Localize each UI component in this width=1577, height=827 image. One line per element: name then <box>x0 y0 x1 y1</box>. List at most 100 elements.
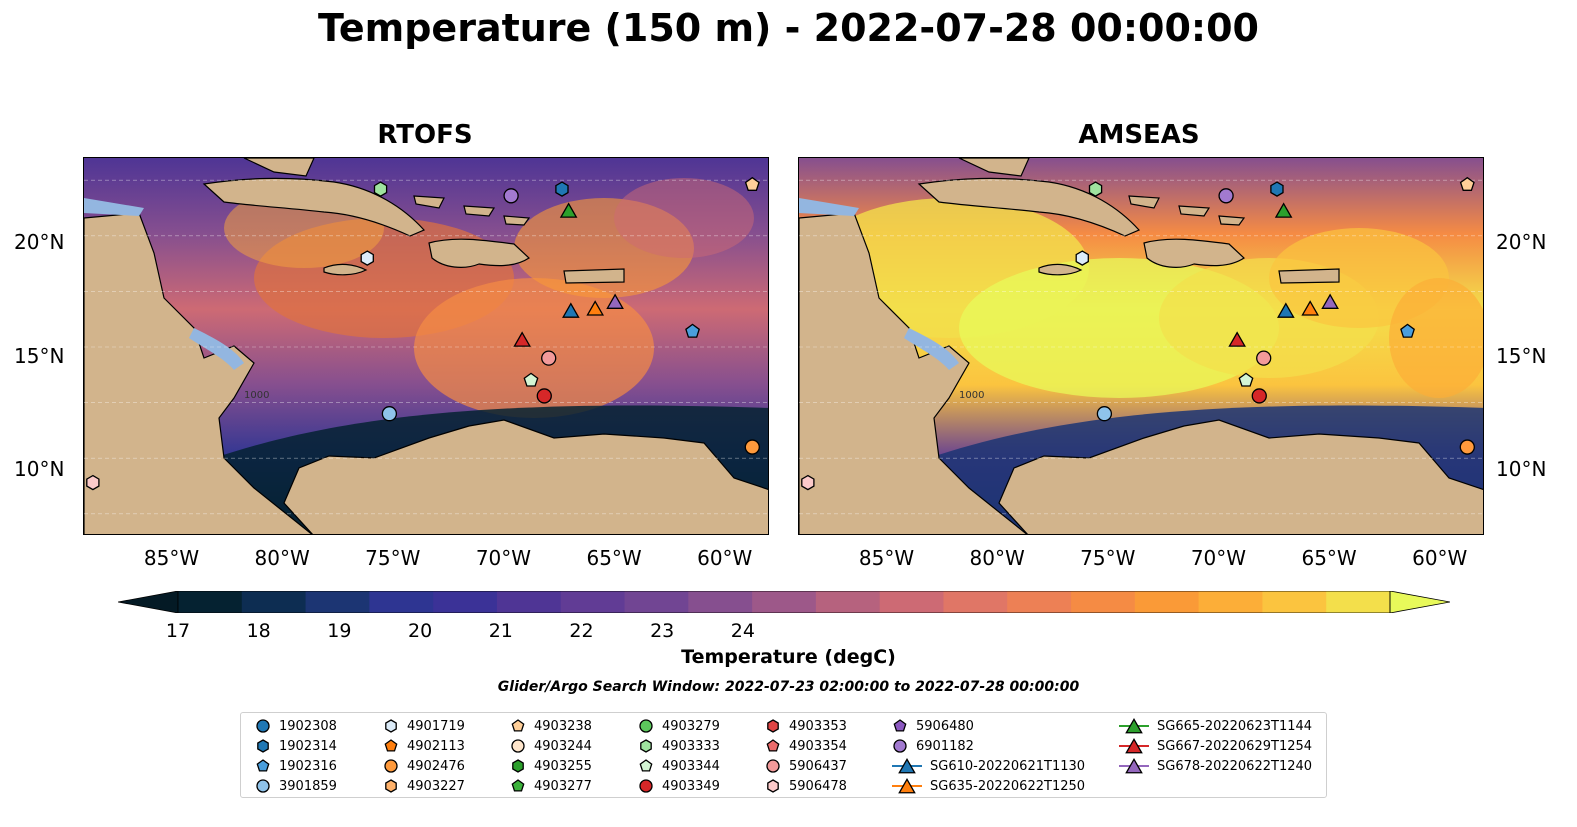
colorbar-segment <box>1262 591 1327 613</box>
feature-1902314-marker <box>1270 181 1284 197</box>
figure-title: Temperature (150 m) - 2022-07-28 00:00:0… <box>317 6 1259 50</box>
legend-label: 4903353 <box>789 718 847 734</box>
colorbar-segment <box>369 591 434 613</box>
lon-tick-rtofs-5: 60°W <box>697 546 753 570</box>
legend-marker-icon <box>639 719 653 733</box>
legend-marker-icon <box>639 779 653 793</box>
legend-marker-icon <box>892 777 922 794</box>
legend-marker-icon <box>640 739 652 753</box>
feature-1902316-marker <box>685 323 700 338</box>
legend-marker-icon <box>892 757 922 774</box>
legend-label: 4903244 <box>534 738 592 754</box>
lon-tick-amseas-2: 75°W <box>1080 546 1136 570</box>
legend-item-4902113: 4902113 <box>383 736 465 756</box>
legend-label: 4903238 <box>534 718 592 734</box>
colorbar-tick-22: 22 <box>569 620 594 642</box>
legend-label: 4903255 <box>534 758 592 774</box>
lat-tick-right-10: 10°N <box>1496 457 1547 481</box>
legend-label: 5906437 <box>789 758 847 774</box>
feature-4903333-marker <box>373 181 388 197</box>
colorbar-tick-24: 24 <box>730 620 755 642</box>
amseas-map[interactable]: 1000 <box>798 157 1484 535</box>
colorbar-segment <box>943 591 1008 613</box>
feature-4903238-marker <box>744 176 760 191</box>
legend-item-4903353: 4903353 <box>765 716 847 736</box>
feature-5906478-marker <box>86 474 100 491</box>
colorbar-segment <box>879 591 944 613</box>
legend-item-SG665-20220623T1144: SG665-20220623T1144 <box>1119 716 1312 736</box>
legend-label: SG665-20220623T1144 <box>1157 718 1313 734</box>
legend-item-4903344: 4903344 <box>638 756 720 776</box>
feature-4902476-marker <box>1459 439 1475 455</box>
feature-SG667-20220629T1254-marker <box>513 331 531 347</box>
colorbar-tick-18: 18 <box>246 620 271 642</box>
lat-tick-left-15: 15°N <box>14 344 65 368</box>
legend-item-4903279: 4903279 <box>638 716 720 736</box>
feature-SG635-20220622T1250-marker <box>586 300 605 316</box>
legend-label: SG678-20220622T1240 <box>1157 758 1313 774</box>
legend-marker-icon <box>256 779 270 793</box>
legend: 1902308 1902314 1902316 3901859 4901719 49021… <box>240 712 1327 798</box>
legend-label: 4903354 <box>789 738 847 754</box>
legend-label: 4901719 <box>407 718 465 734</box>
legend-item-1902314: 1902314 <box>255 736 337 756</box>
colorbar-label: Temperature (degC) <box>681 646 896 668</box>
colorbar-segment <box>496 591 562 613</box>
legend-marker-icon <box>893 739 907 753</box>
legend-marker-icon <box>639 759 653 772</box>
rtofs-map[interactable]: 1000 <box>83 157 769 535</box>
lon-tick-rtofs-3: 70°W <box>475 546 532 570</box>
legend-label: 4903344 <box>662 758 720 774</box>
lon-tick-amseas-0: 85°W <box>858 546 915 570</box>
feature-SG678-20220622T1240-marker <box>1321 293 1339 309</box>
legend-marker-icon <box>257 739 269 753</box>
legend-item-3901859: 3901859 <box>255 776 337 796</box>
feature-4903333-marker <box>1088 181 1103 197</box>
panel-title-amseas: AMSEAS <box>1078 120 1200 150</box>
legend-marker-icon <box>256 719 270 733</box>
feature-SG610-20220621T1130-marker <box>562 302 580 318</box>
legend-item-1902308: 1902308 <box>255 716 337 736</box>
lat-tick-left-20: 20°N <box>14 230 65 254</box>
feature-SG635-20220622T1250-marker <box>1301 300 1320 316</box>
legend-label: 1902316 <box>279 758 337 774</box>
colorbar-segment <box>1071 591 1136 613</box>
legend-marker-icon <box>511 739 525 753</box>
feature-4903344-marker <box>1238 372 1254 387</box>
feature-4903349-marker <box>536 388 552 404</box>
legend-item-6901182: 6901182 <box>892 736 974 756</box>
contour-label: 1000 <box>959 390 984 401</box>
legend-label: 5906480 <box>916 718 974 734</box>
legend-marker-icon <box>385 779 397 793</box>
colorbar-tick-23: 23 <box>650 620 675 642</box>
colorbar-tick-20: 20 <box>408 620 433 642</box>
colorbar-segment <box>560 591 626 613</box>
legend-label: 4902113 <box>407 738 465 754</box>
legend-item-4903244: 4903244 <box>510 736 592 756</box>
colorbar-segment <box>178 591 243 613</box>
feature-5906437-marker <box>1256 350 1272 366</box>
colorbar-segment <box>624 591 689 613</box>
legend-marker-icon <box>767 779 779 793</box>
legend-item-SG610-20220621T1130: SG610-20220621T1130 <box>892 756 1085 776</box>
feature-3901859-marker <box>1096 406 1113 422</box>
legend-item-5906480: 5906480 <box>892 716 974 736</box>
legend-label: 1902308 <box>279 718 337 734</box>
legend-marker-icon <box>511 779 525 792</box>
feature-4903238-marker <box>1459 176 1475 191</box>
legend-marker-icon <box>1119 737 1149 754</box>
colorbar-segment <box>1198 591 1263 613</box>
feature-6901182-marker <box>503 188 519 204</box>
legend-marker-icon <box>512 759 524 773</box>
lon-tick-amseas-3: 70°W <box>1190 546 1247 570</box>
legend-item-4903333: 4903333 <box>638 736 720 756</box>
colorbar-segment <box>433 591 498 613</box>
legend-marker-icon <box>767 719 779 733</box>
colorbar-segment <box>1134 591 1200 613</box>
legend-label: 4903279 <box>662 718 720 734</box>
legend-marker-icon <box>511 719 525 732</box>
legend-item-4902476: 4902476 <box>383 756 465 776</box>
lat-tick-right-15: 15°N <box>1496 344 1547 368</box>
colorbar-segment <box>752 591 817 613</box>
colorbar <box>118 591 1450 613</box>
